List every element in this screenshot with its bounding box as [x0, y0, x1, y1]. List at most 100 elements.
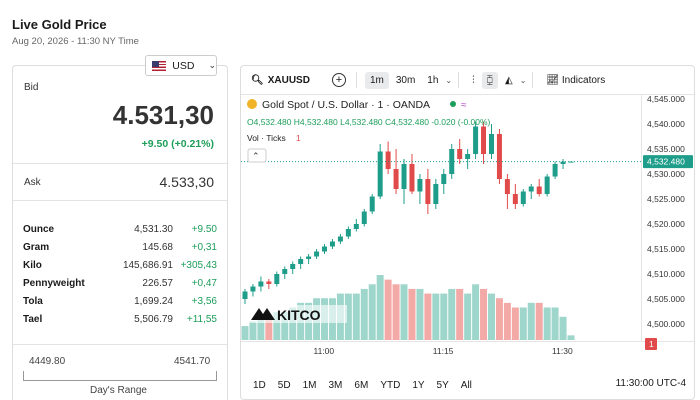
- candle-body: [290, 264, 296, 269]
- y-tick-label: 4,505.000: [647, 294, 685, 304]
- candle-body: [298, 259, 304, 264]
- candle-style-icon[interactable]: ⧮: [481, 71, 499, 89]
- unit-name: Tael: [23, 313, 43, 325]
- volume-bar: [535, 302, 543, 340]
- candle-body: [520, 191, 526, 204]
- page-title: Live Gold Price: [12, 17, 107, 32]
- candle-body: [473, 126, 479, 154]
- range-3m-button[interactable]: 3M: [328, 379, 343, 391]
- unit-value: 145.68: [142, 241, 173, 253]
- candle-body: [361, 211, 367, 224]
- legend-title: Gold Spot / U.S. Dollar · 1 · OANDA: [262, 99, 430, 111]
- bid-label: Bid: [24, 82, 39, 93]
- x-tick-label: 11:15: [433, 346, 454, 356]
- candle-body: [568, 161, 574, 163]
- chart-type-chevron-icon[interactable]: ⌄: [519, 75, 527, 85]
- volume-bar: [392, 284, 400, 340]
- range-5d-button[interactable]: 5D: [277, 379, 291, 391]
- candle-body: [369, 196, 375, 212]
- volume-bar: [567, 335, 575, 340]
- range-5y-button[interactable]: 5Y: [436, 379, 449, 391]
- candle-body: [282, 269, 288, 274]
- divider: [13, 344, 227, 345]
- candle-body: [425, 179, 431, 204]
- y-tick-label: 4,535.000: [647, 144, 685, 154]
- price-card: [12, 65, 228, 400]
- unit-value: 1,699.24: [134, 295, 173, 307]
- interval-1m-button[interactable]: 1m: [364, 71, 389, 89]
- x-tick-label: 11:30: [552, 346, 573, 356]
- range-all-button[interactable]: All: [460, 379, 472, 391]
- interval-chevron-icon[interactable]: ⌄: [445, 75, 453, 85]
- candle-body: [512, 194, 518, 204]
- volume-bar: [559, 316, 567, 340]
- y-tick-label: 4,530.000: [647, 169, 685, 179]
- interval-30m-button[interactable]: 30m: [395, 74, 416, 86]
- volume-bar: [416, 288, 424, 340]
- compare-add-icon[interactable]: +: [331, 73, 346, 87]
- indicators-button[interactable]: 📈︎ Indicators: [541, 72, 610, 89]
- x-tick-label: 11:00: [314, 346, 335, 356]
- timezone-label[interactable]: 11:30:00 UTC-4: [615, 378, 686, 389]
- candle-body: [258, 281, 264, 287]
- volume-bar: [265, 316, 273, 340]
- bar-style-icon[interactable]: ⫶: [472, 74, 475, 86]
- volume-bar: [408, 288, 416, 340]
- indicators-icon: 📈︎: [546, 74, 562, 86]
- candle-body: [481, 126, 487, 154]
- chart-panel: 🔍︎ XAUUSD + 1m 30m 1h ⌄ ⫶ ⧮ ◭ ⌄ 📈︎ Indica…: [240, 65, 695, 400]
- candle-body: [496, 134, 502, 179]
- candle-body: [393, 169, 399, 189]
- interval-1h-button[interactable]: 1h: [427, 74, 439, 86]
- volume-bar: [527, 302, 535, 340]
- unit-value: 5,506.79: [134, 313, 173, 325]
- candle-body: [314, 251, 320, 257]
- candle-body: [417, 179, 423, 192]
- symbol-search[interactable]: 🔍︎ XAUUSD: [251, 75, 310, 86]
- volume-bar: [432, 293, 440, 340]
- symbol-label: XAUUSD: [267, 74, 310, 86]
- currency-value: USD: [172, 59, 195, 72]
- kitco-mark-icon: [251, 308, 275, 320]
- volume-bar: [503, 302, 511, 340]
- legend-volume: Vol · Ticks: [247, 133, 286, 143]
- y-tick-label: 4,525.000: [647, 194, 685, 204]
- range-ytd-button[interactable]: YTD: [380, 379, 401, 391]
- candle-body: [465, 154, 471, 159]
- y-tick-label: 4,510.000: [647, 269, 685, 279]
- candle-body: [329, 241, 335, 247]
- divider: [532, 72, 534, 88]
- candle-body: [266, 281, 272, 284]
- range-6m-button[interactable]: 6M: [354, 379, 369, 391]
- range-1d-button[interactable]: 1D: [253, 379, 266, 391]
- volume-bar: [448, 288, 456, 340]
- volume-bar: [281, 312, 289, 340]
- candle-body: [353, 224, 359, 229]
- last-price-label: 4,532.480: [647, 157, 685, 167]
- range-1y-button[interactable]: 1Y: [412, 379, 425, 391]
- area-style-icon[interactable]: ◭: [505, 74, 513, 86]
- divider: [13, 163, 227, 164]
- candlestick-chart[interactable]: 4,545.000 4,540.000 4,535.000 4,530.000 4,52…: [241, 94, 695, 400]
- unit-name: Pennyweight: [23, 277, 85, 289]
- bid-value: 4.531,30: [112, 100, 214, 130]
- volume-tag-label: 1: [649, 339, 654, 349]
- unit-value: 226.57: [142, 277, 173, 289]
- volume-bar: [472, 284, 480, 340]
- unit-value: 4,531.30: [134, 223, 173, 235]
- candle-body: [306, 256, 312, 259]
- chart-toolbar: 🔍︎ XAUUSD + 1m 30m 1h ⌄ ⫶ ⧮ ◭ ⌄ 📈︎ Indica…: [241, 66, 694, 94]
- collapse-legend-button[interactable]: [247, 148, 267, 163]
- volume-bar: [551, 307, 559, 340]
- unit-row: Ounce 4,531.30 +9.50: [23, 220, 217, 238]
- ask-value: 4.533,30: [159, 174, 215, 190]
- y-tick-label: 4,520.000: [647, 219, 685, 229]
- currency-select[interactable]: USD ⌄: [145, 55, 217, 76]
- range-1m-button[interactable]: 1M: [302, 379, 317, 391]
- unit-name: Tola: [23, 295, 43, 307]
- volume-bar: [257, 316, 265, 340]
- y-tick-label: 4,500.000: [647, 319, 685, 329]
- unit-change: +3,56: [191, 295, 217, 307]
- y-tick-label: 4,540.000: [647, 119, 685, 129]
- page-subtitle: Aug 20, 2026 - 11:30 NY Time: [12, 36, 139, 47]
